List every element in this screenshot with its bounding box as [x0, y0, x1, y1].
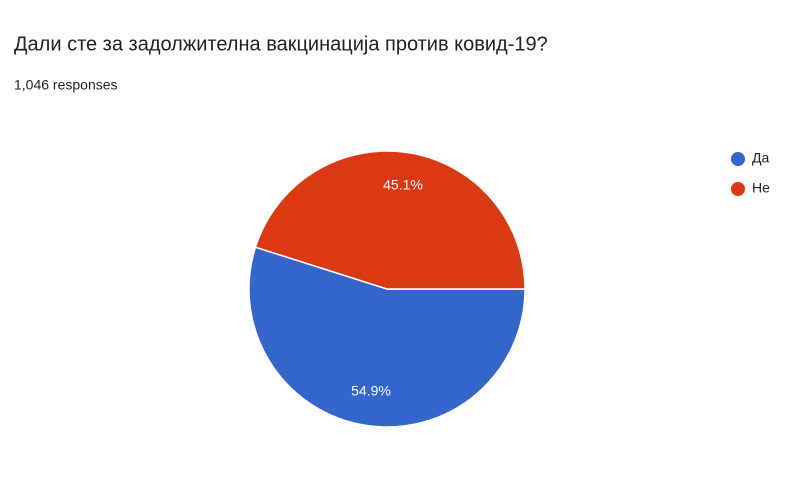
- legend-swatch: [731, 152, 745, 166]
- response-count: 1,046 responses: [14, 77, 118, 93]
- pie-slice: [254, 150, 526, 290]
- slice-label: 45.1%: [383, 177, 423, 193]
- pie-slice: [248, 246, 526, 428]
- chart-title: Дали сте за задолжителна вакцинација про…: [14, 33, 548, 55]
- legend-label: Не: [752, 180, 770, 196]
- slice-label: 54.9%: [351, 383, 391, 399]
- legend-label: Да: [752, 150, 769, 166]
- legend-swatch: [731, 182, 745, 196]
